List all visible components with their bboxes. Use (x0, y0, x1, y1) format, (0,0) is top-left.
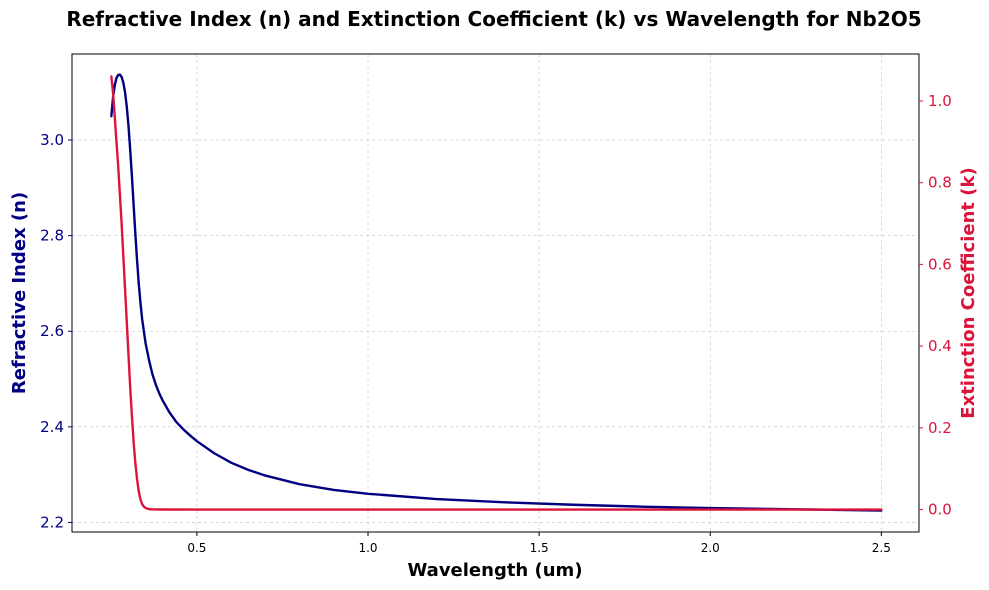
x-axis-ticks: 0.5 1.0 1.5 2.0 2.5 (187, 532, 891, 555)
left-y-tick-label: 2.8 (40, 227, 64, 245)
left-y-tick-label: 3.0 (40, 131, 64, 149)
grid (72, 54, 919, 532)
right-y-tick-label: 1.0 (928, 92, 952, 110)
right-y-tick-label: 0.0 (928, 501, 952, 519)
right-y-axis-label: Extinction Coefficient (k) (958, 167, 979, 418)
x-tick-label: 1.5 (530, 541, 549, 555)
series-line-refractive-index (110, 73, 883, 512)
right-y-axis-ticks: 0.0 0.2 0.4 0.6 0.8 1.0 (919, 92, 952, 519)
x-axis-label: Wavelength (um) (407, 560, 582, 581)
x-tick-label: 0.5 (187, 541, 206, 555)
series-line-extinction-coefficient (110, 75, 883, 511)
right-y-tick-label: 0.8 (928, 174, 952, 192)
left-y-tick-label: 2.6 (40, 322, 64, 340)
chart-title: Refractive Index (n) and Extinction Coef… (66, 7, 921, 31)
right-y-tick-label: 0.4 (928, 337, 952, 355)
series-layer (110, 73, 883, 512)
right-y-tick-label: 0.6 (928, 255, 952, 273)
left-y-tick-label: 2.2 (40, 513, 64, 531)
x-tick-label: 2.0 (701, 541, 720, 555)
plot-frame (71, 53, 920, 533)
x-tick-label: 1.0 (358, 541, 377, 555)
left-y-axis-label: Refractive Index (n) (9, 192, 30, 394)
left-y-axis-ticks: 2.2 2.4 2.6 2.8 3.0 (40, 131, 72, 531)
right-y-tick-label: 0.2 (928, 419, 952, 437)
left-y-tick-label: 2.4 (40, 418, 64, 436)
x-tick-label: 2.5 (872, 541, 891, 555)
